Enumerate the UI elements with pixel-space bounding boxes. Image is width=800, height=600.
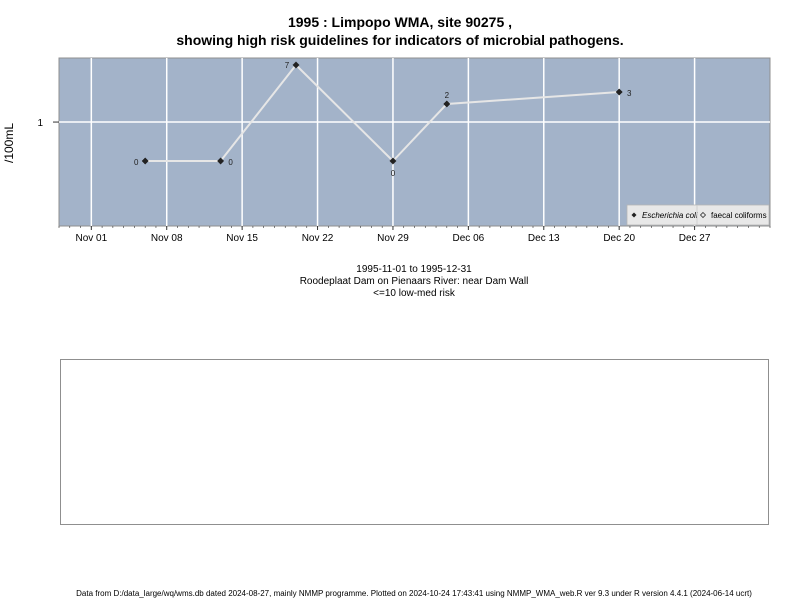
x-tick-label: Nov 22 — [302, 233, 334, 244]
x-tick-label: Nov 15 — [226, 233, 258, 244]
e-coli-point — [141, 157, 149, 165]
x-tick-label: Nov 08 — [151, 233, 183, 244]
x-tick-label: Dec 06 — [453, 233, 485, 244]
e-coli-data-label: 2 — [445, 91, 450, 100]
e-coli-data-label: 7 — [285, 61, 290, 70]
e-coli-data-label: 0 — [134, 158, 139, 167]
e-coli-point — [217, 157, 225, 165]
legend-key-faecal-coliforms — [699, 211, 707, 219]
x-tick-label: Dec 20 — [603, 233, 635, 244]
e-coli-point — [389, 157, 397, 165]
e-coli-point — [443, 100, 451, 108]
y-axis-label: /100mL — [2, 123, 16, 163]
legend-key-e-coli — [631, 212, 637, 218]
e-coli-data-label: 0 — [391, 169, 396, 178]
legend-label-e-coli: Escherichia coli — [642, 211, 698, 220]
empty-lower-panel — [60, 359, 769, 525]
e-coli-data-label: 0 — [228, 158, 233, 167]
date-range: 1995-11-01 to 1995-12-31 — [356, 264, 472, 275]
legend-label-faecal-coliforms: faecal coliforms — [711, 211, 767, 220]
e-coli-data-label: 3 — [627, 89, 632, 98]
y-tick-label: 1 — [37, 118, 43, 129]
e-coli-point — [615, 88, 623, 96]
x-tick-label: Dec 13 — [528, 233, 560, 244]
risk-note: <=10 low-med risk — [373, 288, 455, 299]
x-tick-label: Nov 01 — [75, 233, 107, 244]
site-name: Roodeplaat Dam on Pienaars River: near D… — [299, 276, 529, 287]
x-tick-label: Dec 27 — [679, 233, 711, 244]
series-line-e-coli — [145, 63, 620, 163]
chart-title-line-2: showing high risk guidelines for indicat… — [176, 32, 624, 48]
plot-panel — [58, 57, 771, 227]
footer-note: Data from D:/data_large/wq/wms.db dated … — [76, 589, 752, 598]
x-tick-label: Nov 29 — [377, 233, 409, 244]
chart-title-line-1: 1995 : Limpopo WMA, site 90275 , — [287, 14, 513, 30]
e-coli-point — [292, 61, 300, 69]
legend-box — [626, 204, 770, 226]
chart: Nov 01 Nov 08 Nov 15 Nov 22 Nov 29 Dec 06 Dec … — [2, 57, 771, 244]
